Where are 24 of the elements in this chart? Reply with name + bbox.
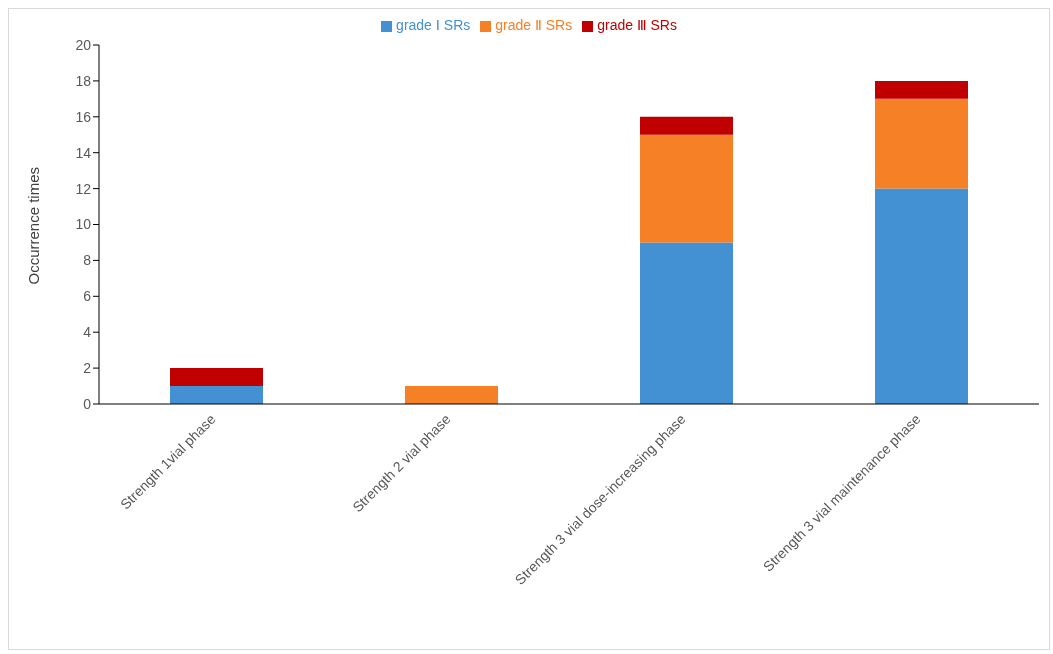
legend-label: grade Ⅰ SRs xyxy=(396,17,471,33)
bar xyxy=(170,386,263,404)
bar xyxy=(640,242,733,404)
y-tick-label: 8 xyxy=(83,252,92,269)
bar xyxy=(405,386,498,404)
bar xyxy=(875,80,968,99)
bar xyxy=(875,188,968,404)
y-tick-label: 20 xyxy=(75,36,92,53)
bar xyxy=(170,368,263,387)
bar xyxy=(640,116,733,135)
legend-label: grade Ⅲ SRs xyxy=(597,17,677,33)
y-tick-label: 14 xyxy=(75,144,92,161)
y-tick-label: 6 xyxy=(83,288,92,305)
y-tick-label: 2 xyxy=(83,360,92,377)
bar xyxy=(875,98,968,189)
y-axis-title: Occurrence times xyxy=(25,166,43,285)
bar xyxy=(640,134,733,243)
y-tick-label: 16 xyxy=(75,108,92,125)
y-tick-label: 12 xyxy=(75,180,92,197)
y-tick-label: 10 xyxy=(75,216,92,233)
y-tick-label: 0 xyxy=(83,395,92,412)
y-tick-label: 4 xyxy=(83,324,92,341)
y-tick-label: 18 xyxy=(75,72,92,89)
legend-label: grade Ⅱ SRs xyxy=(495,17,573,33)
